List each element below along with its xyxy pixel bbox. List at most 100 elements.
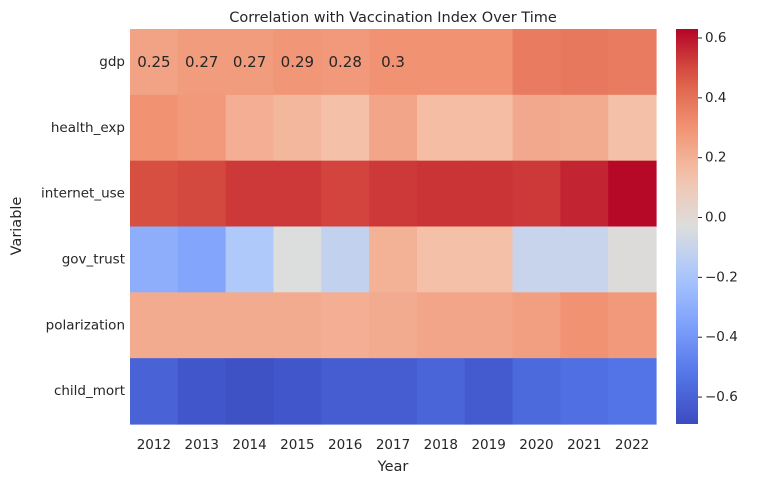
heatmap-cell <box>560 226 609 293</box>
heatmap-cell <box>321 29 370 96</box>
heatmap-cell <box>464 292 514 359</box>
heatmap-cell <box>512 292 561 359</box>
cell-annotation: 0.29 <box>281 53 314 71</box>
colorbar <box>676 29 698 424</box>
x-tick-labels: 2012 2013 2014 2015 2016 2017 2018 2019 2020 2021… <box>137 437 650 453</box>
heatmap-cells <box>130 29 657 425</box>
heatmap-cell <box>177 29 227 96</box>
heatmap-cell <box>464 358 514 425</box>
cell-annotation: 0.25 <box>137 53 170 71</box>
x-tick-label: 2022 <box>615 437 649 453</box>
colorbar-ticks: −0.6 −0.4 −0.2 0.0 0.2 0.4 0.6 <box>698 30 738 405</box>
heatmap-cell <box>416 29 466 96</box>
heatmap-cell <box>225 94 275 162</box>
heatmap-cell <box>464 160 514 228</box>
heatmap-cell <box>225 29 275 96</box>
heatmap-cell <box>273 160 322 228</box>
heatmap-cell <box>416 358 466 425</box>
heatmap-cell <box>560 29 609 96</box>
heatmap-cell <box>512 94 561 162</box>
x-tick-label: 2016 <box>328 437 362 453</box>
heatmap-cell <box>608 29 657 96</box>
y-tick-label: child_mort <box>54 383 125 399</box>
heatmap-cell <box>464 226 514 293</box>
heatmap-cell <box>369 94 418 162</box>
x-tick-label: 2012 <box>137 437 171 453</box>
heatmap-cell <box>225 292 275 359</box>
heatmap-cell <box>177 160 227 228</box>
heatmap-cell <box>512 29 561 96</box>
x-tick-label: 2014 <box>232 437 266 453</box>
heatmap-cell <box>464 94 514 162</box>
heatmap-cell <box>273 29 322 96</box>
heatmap-cell <box>321 94 370 162</box>
heatmap-cell <box>273 94 322 162</box>
heatmap-cell <box>560 94 609 162</box>
y-tick-label: gov_trust <box>62 251 125 267</box>
y-tick-label: polarization <box>46 317 125 333</box>
colorbar-tick-label: −0.6 <box>705 389 738 405</box>
heatmap-cell <box>177 292 227 359</box>
cell-annotations: 0.25 0.27 0.27 0.29 0.28 0.3 <box>137 53 405 71</box>
colorbar-tick-label: 0.4 <box>705 90 726 106</box>
heatmap-cell <box>416 160 466 228</box>
heatmap-cell <box>130 94 179 162</box>
y-axis-label: Variable <box>9 197 25 256</box>
heatmap-cell <box>130 29 179 96</box>
heatmap-cell <box>225 160 275 228</box>
heatmap-cell <box>369 358 418 425</box>
heatmap-cell <box>608 226 657 293</box>
heatmap-cell <box>369 160 418 228</box>
cell-annotation: 0.27 <box>185 53 218 71</box>
colorbar-tick-label: 0.6 <box>705 30 726 46</box>
x-tick-label: 2021 <box>567 437 601 453</box>
x-tick-label: 2020 <box>519 437 553 453</box>
cell-annotation: 0.3 <box>381 53 405 71</box>
x-tick-label: 2013 <box>185 437 219 453</box>
y-tick-label: gdp <box>99 54 125 70</box>
heatmap-cell <box>608 94 657 162</box>
cell-annotation: 0.28 <box>328 53 361 71</box>
heatmap-cell <box>560 160 609 228</box>
heatmap-cell <box>416 226 466 293</box>
heatmap-cell <box>321 358 370 425</box>
heatmap-cell <box>273 292 322 359</box>
heatmap-cell <box>608 292 657 359</box>
y-tick-labels: gdp health_exp internet_use gov_trustpolari… <box>41 54 125 399</box>
y-tick-label: health_exp <box>51 120 125 136</box>
heatmap-cell <box>560 292 609 359</box>
colorbar-tick-label: 0.0 <box>705 210 726 226</box>
x-tick-label: 2017 <box>376 437 410 453</box>
heatmap-cell <box>225 358 275 425</box>
heatmap-cell <box>464 29 514 96</box>
heatmap-cell <box>369 29 418 96</box>
heatmap-cell <box>273 358 322 425</box>
heatmap-cell <box>608 160 657 228</box>
heatmap-cell <box>416 292 466 359</box>
colorbar-tick-label: −0.2 <box>705 269 738 285</box>
x-axis-label: Year <box>377 459 409 475</box>
heatmap-cell <box>560 358 609 425</box>
heatmap-cell <box>512 358 561 425</box>
heatmap-cell <box>130 160 179 228</box>
heatmap-cell <box>321 292 370 359</box>
heatmap-cell <box>177 358 227 425</box>
heatmap-cell <box>130 358 179 425</box>
chart-title: Correlation with Vaccination Index Over … <box>229 10 557 26</box>
heatmap-cell <box>369 226 418 293</box>
heatmap-cell <box>130 292 179 359</box>
heatmap-cell <box>512 160 561 228</box>
heatmap-cell <box>130 226 179 293</box>
heatmap-cell <box>225 226 275 293</box>
y-tick-label: internet_use <box>41 186 125 202</box>
heatmap-cell <box>321 226 370 293</box>
colorbar-tick-label: −0.4 <box>705 329 738 345</box>
heatmap-cell <box>321 160 370 228</box>
x-tick-label: 2015 <box>280 437 314 453</box>
x-tick-label: 2019 <box>471 437 505 453</box>
x-tick-label: 2018 <box>424 437 458 453</box>
heatmap-cell <box>416 94 466 162</box>
heatmap-cell <box>608 358 657 425</box>
heatmap-cell <box>177 94 227 162</box>
